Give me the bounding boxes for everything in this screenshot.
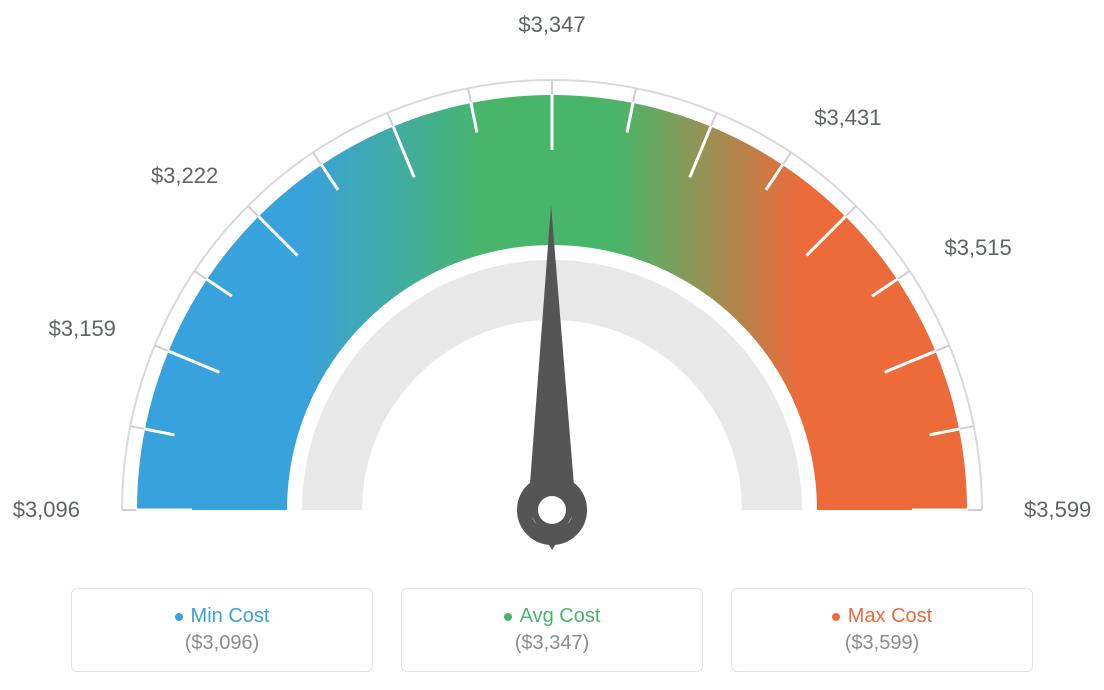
gauge-svg (0, 0, 1104, 560)
min-cost-card: Min Cost ($3,096) (71, 588, 373, 672)
max-cost-title-row: Max Cost (832, 605, 932, 628)
avg-cost-card: Avg Cost ($3,347) (401, 588, 703, 672)
min-cost-title: Min Cost (191, 605, 270, 628)
avg-cost-title-row: Avg Cost (504, 605, 601, 628)
dot-icon (504, 613, 512, 621)
avg-cost-title: Avg Cost (520, 605, 601, 628)
dot-icon (175, 613, 183, 621)
avg-cost-value: ($3,347) (515, 632, 590, 655)
min-cost-title-row: Min Cost (175, 605, 270, 628)
min-cost-value: ($3,096) (185, 632, 260, 655)
cost-gauge-widget: $3,096$3,159$3,222$3,347$3,431$3,515$3,5… (0, 0, 1104, 690)
gauge-area: $3,096$3,159$3,222$3,347$3,431$3,515$3,5… (0, 0, 1104, 560)
max-cost-value: ($3,599) (845, 632, 920, 655)
summary-cards: Min Cost ($3,096) Avg Cost ($3,347) Max … (0, 588, 1104, 672)
max-cost-card: Max Cost ($3,599) (731, 588, 1033, 672)
max-cost-title: Max Cost (848, 605, 932, 628)
dot-icon (832, 613, 840, 621)
